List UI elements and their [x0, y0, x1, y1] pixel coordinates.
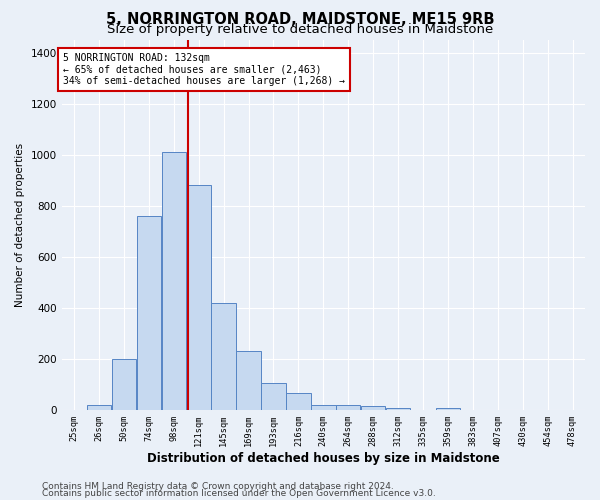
Bar	[161, 152, 186, 410]
Bar	[261, 384, 286, 410]
Bar	[311, 405, 335, 410]
Bar	[137, 216, 161, 410]
Text: Contains HM Land Registry data © Crown copyright and database right 2024.: Contains HM Land Registry data © Crown c…	[42, 482, 394, 491]
Text: 5 NORRINGTON ROAD: 132sqm
← 65% of detached houses are smaller (2,463)
34% of se: 5 NORRINGTON ROAD: 132sqm ← 65% of detac…	[63, 53, 345, 86]
Bar	[87, 405, 111, 410]
Bar	[236, 352, 261, 410]
Text: 5, NORRINGTON ROAD, MAIDSTONE, ME15 9RB: 5, NORRINGTON ROAD, MAIDSTONE, ME15 9RB	[106, 12, 494, 28]
Text: Contains public sector information licensed under the Open Government Licence v3: Contains public sector information licen…	[42, 490, 436, 498]
Bar	[211, 303, 236, 410]
Text: Size of property relative to detached houses in Maidstone: Size of property relative to detached ho…	[107, 22, 493, 36]
Bar	[112, 359, 136, 410]
Bar	[361, 406, 385, 410]
Bar	[436, 408, 460, 410]
Bar	[336, 405, 361, 410]
Bar	[386, 408, 410, 410]
Bar	[187, 186, 211, 410]
Y-axis label: Number of detached properties: Number of detached properties	[15, 143, 25, 307]
Bar	[286, 394, 311, 410]
X-axis label: Distribution of detached houses by size in Maidstone: Distribution of detached houses by size …	[147, 452, 500, 465]
